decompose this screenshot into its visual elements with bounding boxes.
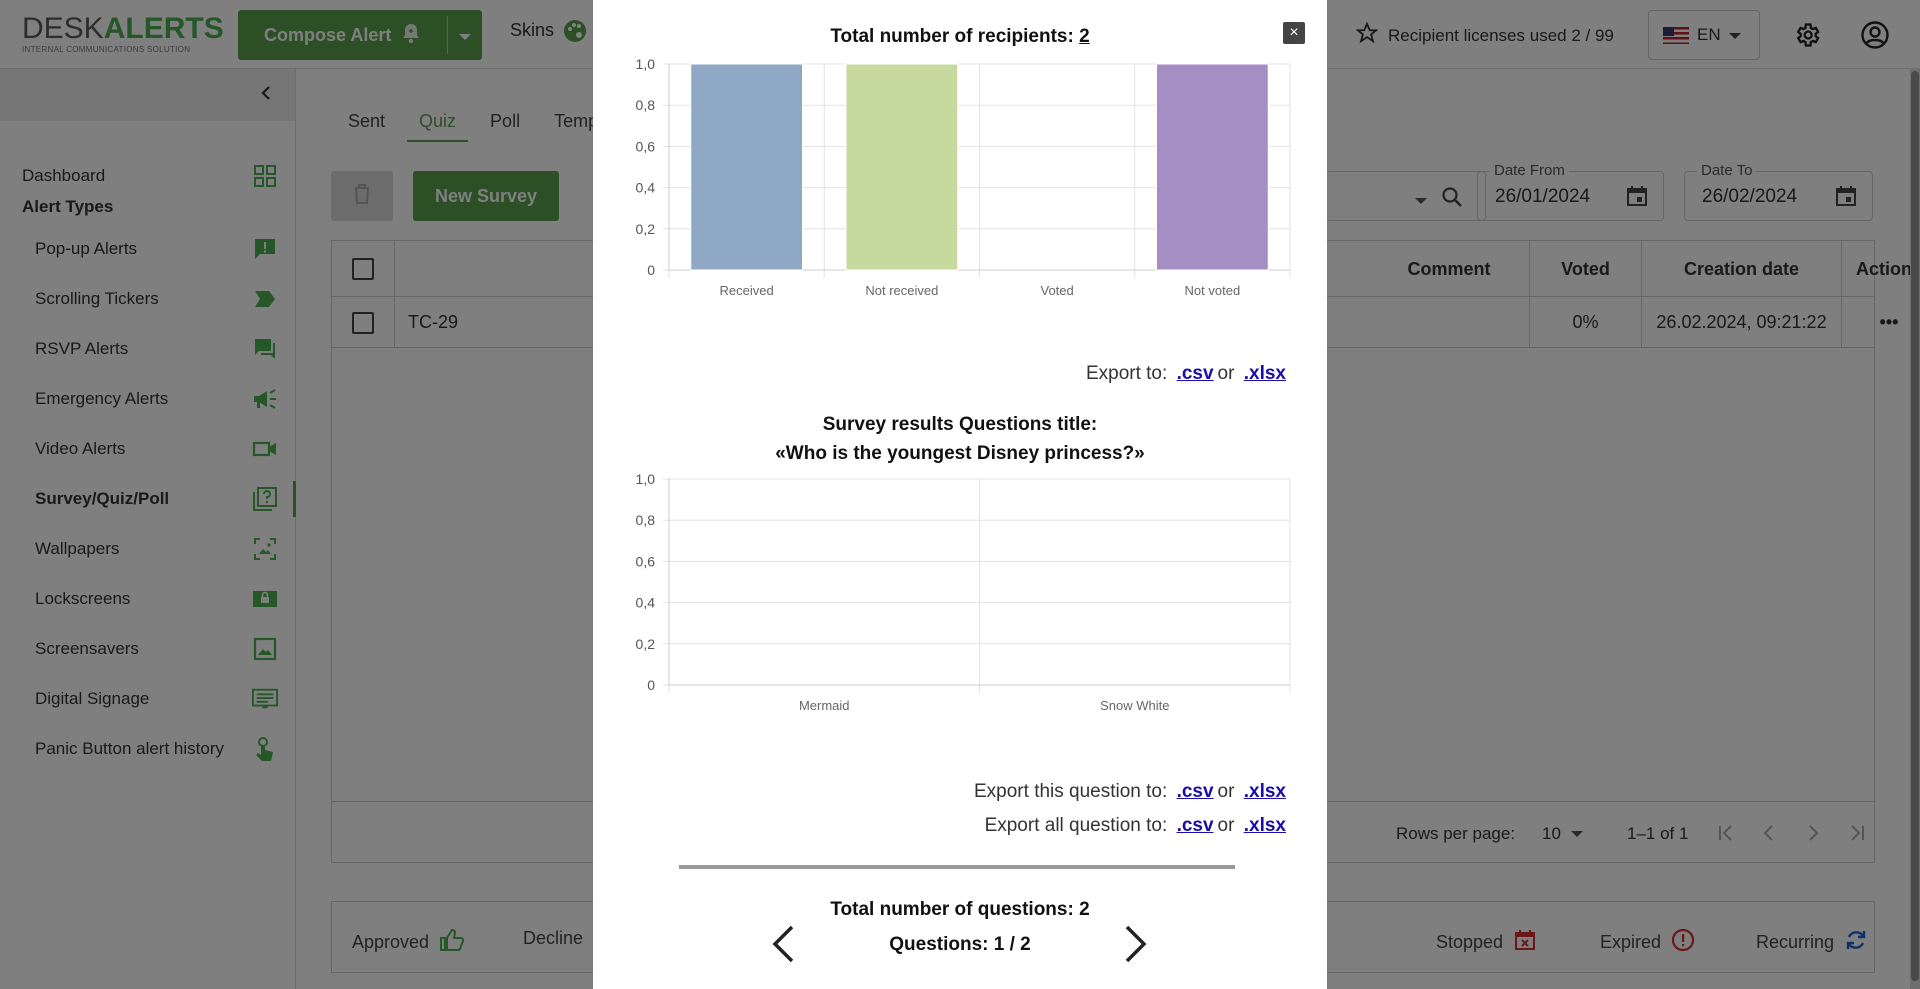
- modal-divider: [679, 865, 1235, 869]
- question-export: Export this question to: .csv or .xlsx: [974, 781, 1290, 803]
- export-question-label: Export this question to:: [974, 781, 1168, 802]
- x-tick-label: Not voted: [1185, 283, 1241, 298]
- x-tick-label: Received: [720, 283, 774, 298]
- y-tick-label: 0: [647, 677, 655, 693]
- x-tick-label: Mermaid: [799, 698, 850, 713]
- y-tick-label: 0,8: [636, 512, 656, 528]
- next-question-icon[interactable]: [1123, 924, 1149, 969]
- export-or: or: [1217, 781, 1235, 802]
- export-label: Export to:: [1085, 363, 1168, 384]
- export-csv-link[interactable]: .csv: [1176, 363, 1214, 384]
- y-tick-label: 0,4: [636, 595, 656, 611]
- bar-received: [690, 63, 804, 271]
- recipients-bar-chart: 1,00,80,60,40,20Received1Not received1Vo…: [636, 56, 1291, 298]
- question-bar-chart: 1,00,80,60,40,20Mermaid0Snow White0: [636, 471, 1291, 713]
- questions-counter: Questions: 1 / 2: [889, 934, 1031, 955]
- x-tick-label: Voted: [1040, 283, 1073, 298]
- total-questions: Total number of questions: 2: [830, 899, 1090, 920]
- bar-not-received: [845, 63, 959, 271]
- y-tick-label: 1,0: [636, 471, 656, 487]
- y-tick-label: 0,8: [636, 97, 656, 113]
- recipients-export: Export to: .csv or .xlsx: [1086, 363, 1290, 385]
- close-icon[interactable]: ×: [1283, 22, 1305, 44]
- y-tick-label: 0,2: [636, 636, 656, 652]
- y-tick-label: 0,2: [636, 221, 656, 237]
- survey-title-line1: Survey results Questions title:: [822, 414, 1098, 435]
- export-question-csv-link[interactable]: .csv: [1176, 781, 1214, 802]
- y-tick-label: 0,6: [636, 138, 656, 154]
- y-tick-label: 0,4: [636, 180, 656, 196]
- x-tick-label: Snow White: [1100, 698, 1169, 713]
- export-all-csv-link[interactable]: .csv: [1176, 815, 1214, 836]
- survey-title-line2: «Who is the youngest Disney princess?»: [775, 443, 1145, 464]
- export-question-xlsx-link[interactable]: .xlsx: [1243, 781, 1286, 802]
- survey-results-modal: × Total number of recipients: 2 1,0 0,8 0,…: [593, 0, 1327, 989]
- recipients-label: Total number of recipients:: [830, 26, 1074, 47]
- recipients-count[interactable]: 2: [1079, 26, 1090, 47]
- export-all-label: Export all question to:: [984, 815, 1168, 836]
- y-tick-label: 1,0: [636, 56, 656, 72]
- prev-question-icon[interactable]: [770, 924, 796, 969]
- all-questions-export: Export all question to: .csv or .xlsx: [985, 815, 1290, 837]
- recipients-title: Total number of recipients: 2: [593, 26, 1327, 48]
- y-tick-label: 0,6: [636, 553, 656, 569]
- export-or: or: [1217, 363, 1235, 384]
- export-all-xlsx-link[interactable]: .xlsx: [1243, 815, 1286, 836]
- export-xlsx-link[interactable]: .xlsx: [1243, 363, 1286, 384]
- bar-not-voted: [1155, 63, 1269, 271]
- page-scrollbar[interactable]: [1910, 69, 1920, 989]
- scrollbar-thumb[interactable]: [1911, 71, 1919, 981]
- export-or: or: [1217, 815, 1235, 836]
- x-tick-label: Not received: [865, 283, 938, 298]
- y-tick-label: 0: [647, 262, 655, 278]
